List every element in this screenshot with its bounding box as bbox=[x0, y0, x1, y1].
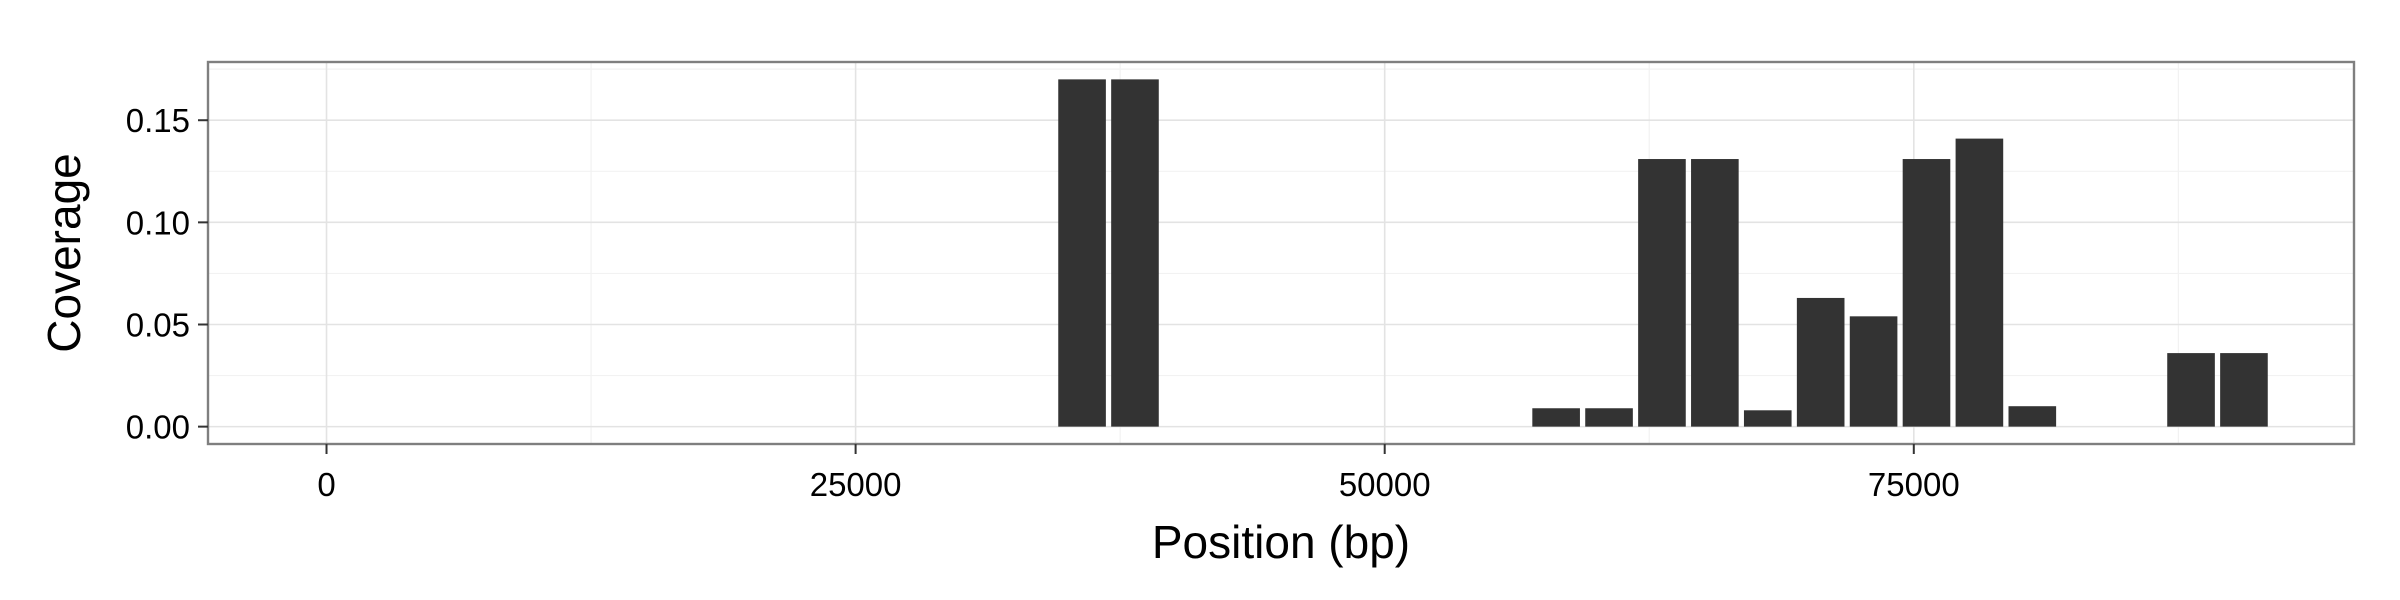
bar bbox=[1585, 408, 1633, 427]
bar bbox=[1743, 410, 1792, 427]
axis-ticks bbox=[198, 119, 1915, 454]
bar bbox=[1902, 159, 1951, 427]
bar bbox=[1691, 159, 1739, 427]
x-tick-label: 75000 bbox=[1868, 466, 1960, 503]
plot-frame bbox=[206, 60, 2356, 446]
bar bbox=[1796, 297, 1845, 427]
x-tick-label: 50000 bbox=[1339, 466, 1431, 503]
bar bbox=[1058, 79, 1106, 427]
plot-background bbox=[208, 62, 2354, 444]
bar bbox=[2220, 353, 2268, 427]
bar bbox=[1955, 138, 2004, 427]
y-tick-label: 0.05 bbox=[126, 306, 190, 343]
y-tick-label: 0.00 bbox=[126, 409, 190, 446]
bar bbox=[1111, 79, 1159, 427]
bar bbox=[1849, 316, 1898, 427]
x-tick-label: 25000 bbox=[810, 466, 902, 503]
bar bbox=[2167, 353, 2215, 427]
bar bbox=[2008, 406, 2057, 427]
x-axis-title: Position (bp) bbox=[1152, 516, 1410, 568]
x-tick-labels: 0 25000 50000 75000 bbox=[317, 466, 1959, 503]
bar bbox=[1532, 408, 1580, 427]
bars bbox=[1058, 79, 2268, 427]
y-axis-title: Coverage bbox=[38, 153, 90, 352]
x-tick-label: 0 bbox=[317, 466, 335, 503]
y-tick-label: 0.10 bbox=[126, 204, 190, 241]
bar bbox=[1638, 159, 1686, 427]
y-tick-label: 0.15 bbox=[126, 102, 190, 139]
y-tick-labels: 0.00 0.05 0.10 0.15 bbox=[126, 102, 190, 445]
